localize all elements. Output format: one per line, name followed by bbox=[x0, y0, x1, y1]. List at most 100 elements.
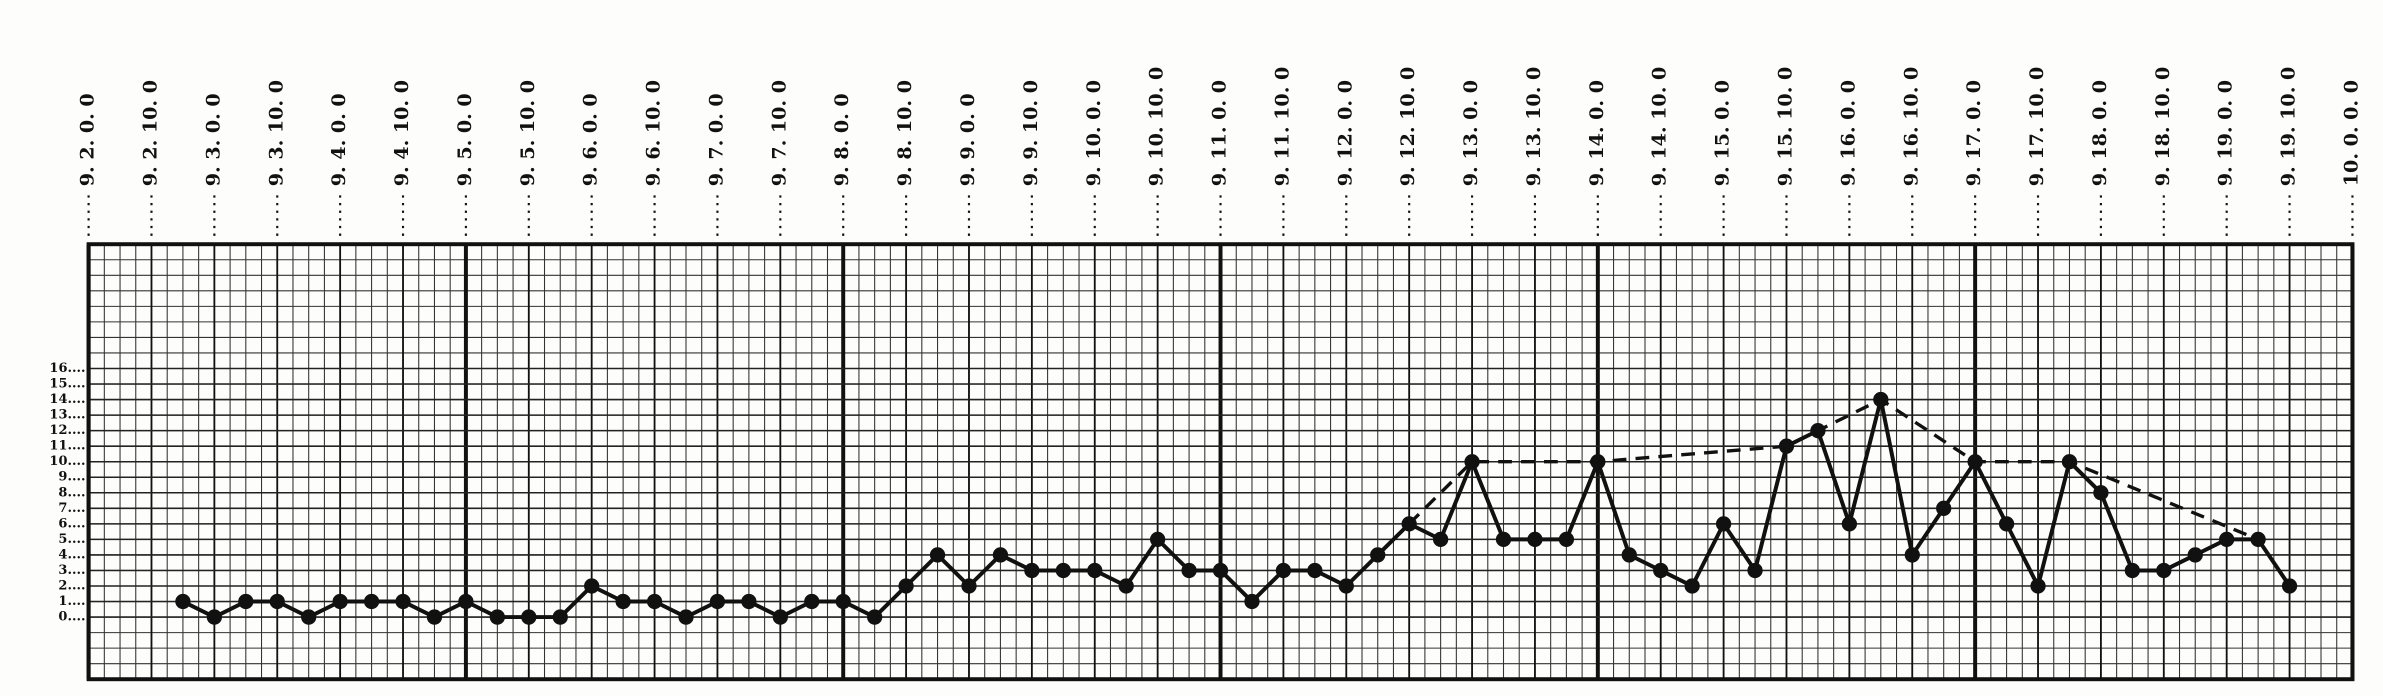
data-point bbox=[2093, 485, 2109, 501]
x-tick-label: 9. 3. 0. 0 bbox=[202, 93, 224, 186]
data-point bbox=[1150, 531, 1166, 548]
x-tick-label: 9. 11. 10. 0 bbox=[1271, 67, 1293, 186]
data-point bbox=[1998, 516, 2015, 532]
data-point bbox=[426, 609, 443, 625]
x-tick-label: 9. 16. 10. 0 bbox=[1900, 67, 1922, 186]
data-point bbox=[395, 593, 411, 610]
plot-frame bbox=[86, 242, 2355, 682]
x-tick-label: 9. 4. 0. 0 bbox=[328, 93, 350, 186]
data-point bbox=[961, 578, 977, 594]
data-point bbox=[741, 593, 757, 610]
x-tick-label: 9. 8. 10. 0 bbox=[894, 80, 916, 186]
data-point bbox=[1527, 531, 1543, 548]
y-tick-label: 5.... bbox=[58, 532, 85, 547]
x-tick-label: 9. 2. 10. 0 bbox=[139, 80, 161, 186]
data-point bbox=[1181, 562, 1197, 579]
data-point bbox=[1307, 562, 1323, 579]
data-point bbox=[238, 593, 254, 610]
data-point bbox=[1432, 531, 1449, 548]
x-tick-label: 9. 10. 10. 0 bbox=[1146, 67, 1168, 186]
x-tick-label: 9. 5. 0. 0 bbox=[454, 93, 476, 186]
y-tick-label: 2.... bbox=[58, 578, 85, 593]
x-tick-label: 9. 6. 0. 0 bbox=[580, 93, 602, 186]
data-point bbox=[1464, 454, 1480, 470]
data-point bbox=[584, 578, 600, 594]
x-tick-label: 9. 7. 10. 0 bbox=[768, 80, 790, 186]
data-point bbox=[2281, 578, 2298, 594]
data-point bbox=[992, 547, 1009, 563]
data-point bbox=[2030, 578, 2046, 594]
x-tick-label: 9. 12. 10. 0 bbox=[1397, 67, 1419, 186]
y-tick-label: 14.... bbox=[49, 392, 85, 407]
data-point bbox=[1747, 562, 1763, 579]
x-tick-label: 9. 18. 0. 0 bbox=[2089, 80, 2111, 186]
y-tick-label: 15.... bbox=[49, 377, 85, 392]
x-tick-label: 9. 19. 0. 0 bbox=[2215, 80, 2237, 186]
data-point bbox=[867, 609, 883, 625]
data-point bbox=[1936, 500, 1952, 516]
x-tick-label: 9. 4. 10. 0 bbox=[391, 80, 413, 186]
y-tick-label: 0.... bbox=[58, 610, 85, 625]
data-point bbox=[1715, 516, 1732, 532]
y-tick-label: 8.... bbox=[58, 485, 85, 500]
x-tick-label: 9. 8. 0. 0 bbox=[831, 93, 853, 186]
data-point bbox=[1778, 438, 1795, 454]
data-point bbox=[1338, 578, 1354, 594]
data-point bbox=[898, 578, 914, 594]
data-point bbox=[1370, 547, 1386, 563]
data-point bbox=[1244, 593, 1260, 610]
data-point bbox=[772, 609, 788, 625]
data-point bbox=[929, 547, 946, 563]
data-point bbox=[2219, 531, 2235, 548]
x-tick-label: 9. 16. 0. 0 bbox=[1837, 80, 1859, 186]
x-tick-label: 9. 19. 10. 0 bbox=[2278, 67, 2300, 186]
data-point bbox=[1904, 547, 1920, 563]
x-tick-label: 9. 9. 10. 0 bbox=[1020, 80, 1042, 186]
data-point bbox=[646, 593, 663, 610]
data-point bbox=[301, 609, 317, 625]
y-tick-label: 16.... bbox=[49, 361, 85, 376]
x-tick-label: 9. 15. 0. 0 bbox=[1712, 80, 1734, 186]
data-point bbox=[1275, 562, 1292, 579]
data-point bbox=[2156, 562, 2172, 579]
data-point bbox=[2187, 547, 2203, 563]
y-tick-label: 10.... bbox=[49, 454, 85, 469]
data-point bbox=[835, 593, 851, 610]
data-point bbox=[552, 609, 568, 625]
x-tick-label: 9. 10. 0. 0 bbox=[1083, 80, 1105, 186]
data-point bbox=[363, 593, 380, 610]
x-tick-label: 9. 17. 0. 0 bbox=[1963, 80, 1985, 186]
data-point bbox=[1558, 531, 1575, 548]
y-tick-label: 11.... bbox=[49, 439, 85, 454]
y-tick-label: 1.... bbox=[58, 594, 85, 609]
x-tick-label: 9. 17. 10. 0 bbox=[2026, 67, 2048, 186]
data-point bbox=[332, 593, 348, 610]
x-tick-label: 9. 7. 0. 0 bbox=[705, 93, 727, 186]
data-point bbox=[2124, 562, 2140, 579]
data-point bbox=[1495, 531, 1512, 548]
data-point bbox=[1118, 578, 1134, 594]
x-tick-label: 9. 9. 0. 0 bbox=[957, 93, 979, 186]
data-point bbox=[1212, 562, 1229, 579]
y-tick-label: 4.... bbox=[58, 547, 85, 562]
x-tick-label: 9. 14. 10. 0 bbox=[1649, 67, 1671, 186]
x-tick-label: 9. 13. 0. 0 bbox=[1460, 80, 1482, 186]
x-tick-label: 9. 11. 0. 0 bbox=[1209, 80, 1231, 186]
data-point bbox=[521, 609, 537, 625]
x-tick-label: 9. 6. 10. 0 bbox=[643, 80, 665, 186]
y-tick-label: 12.... bbox=[49, 423, 85, 438]
data-point bbox=[458, 593, 474, 610]
data-point bbox=[489, 609, 505, 625]
data-point bbox=[1684, 578, 1700, 594]
data-point bbox=[269, 593, 285, 610]
y-tick-label: 9.... bbox=[58, 470, 85, 485]
y-tick-label: 13.... bbox=[49, 408, 85, 423]
data-point bbox=[1055, 562, 1071, 579]
x-tick-label: 9. 5. 10. 0 bbox=[517, 80, 539, 186]
series-line bbox=[1407, 397, 2259, 541]
data-point bbox=[206, 609, 223, 625]
x-tick-label: 9. 12. 0. 0 bbox=[1334, 80, 1356, 186]
data-point bbox=[175, 593, 191, 610]
